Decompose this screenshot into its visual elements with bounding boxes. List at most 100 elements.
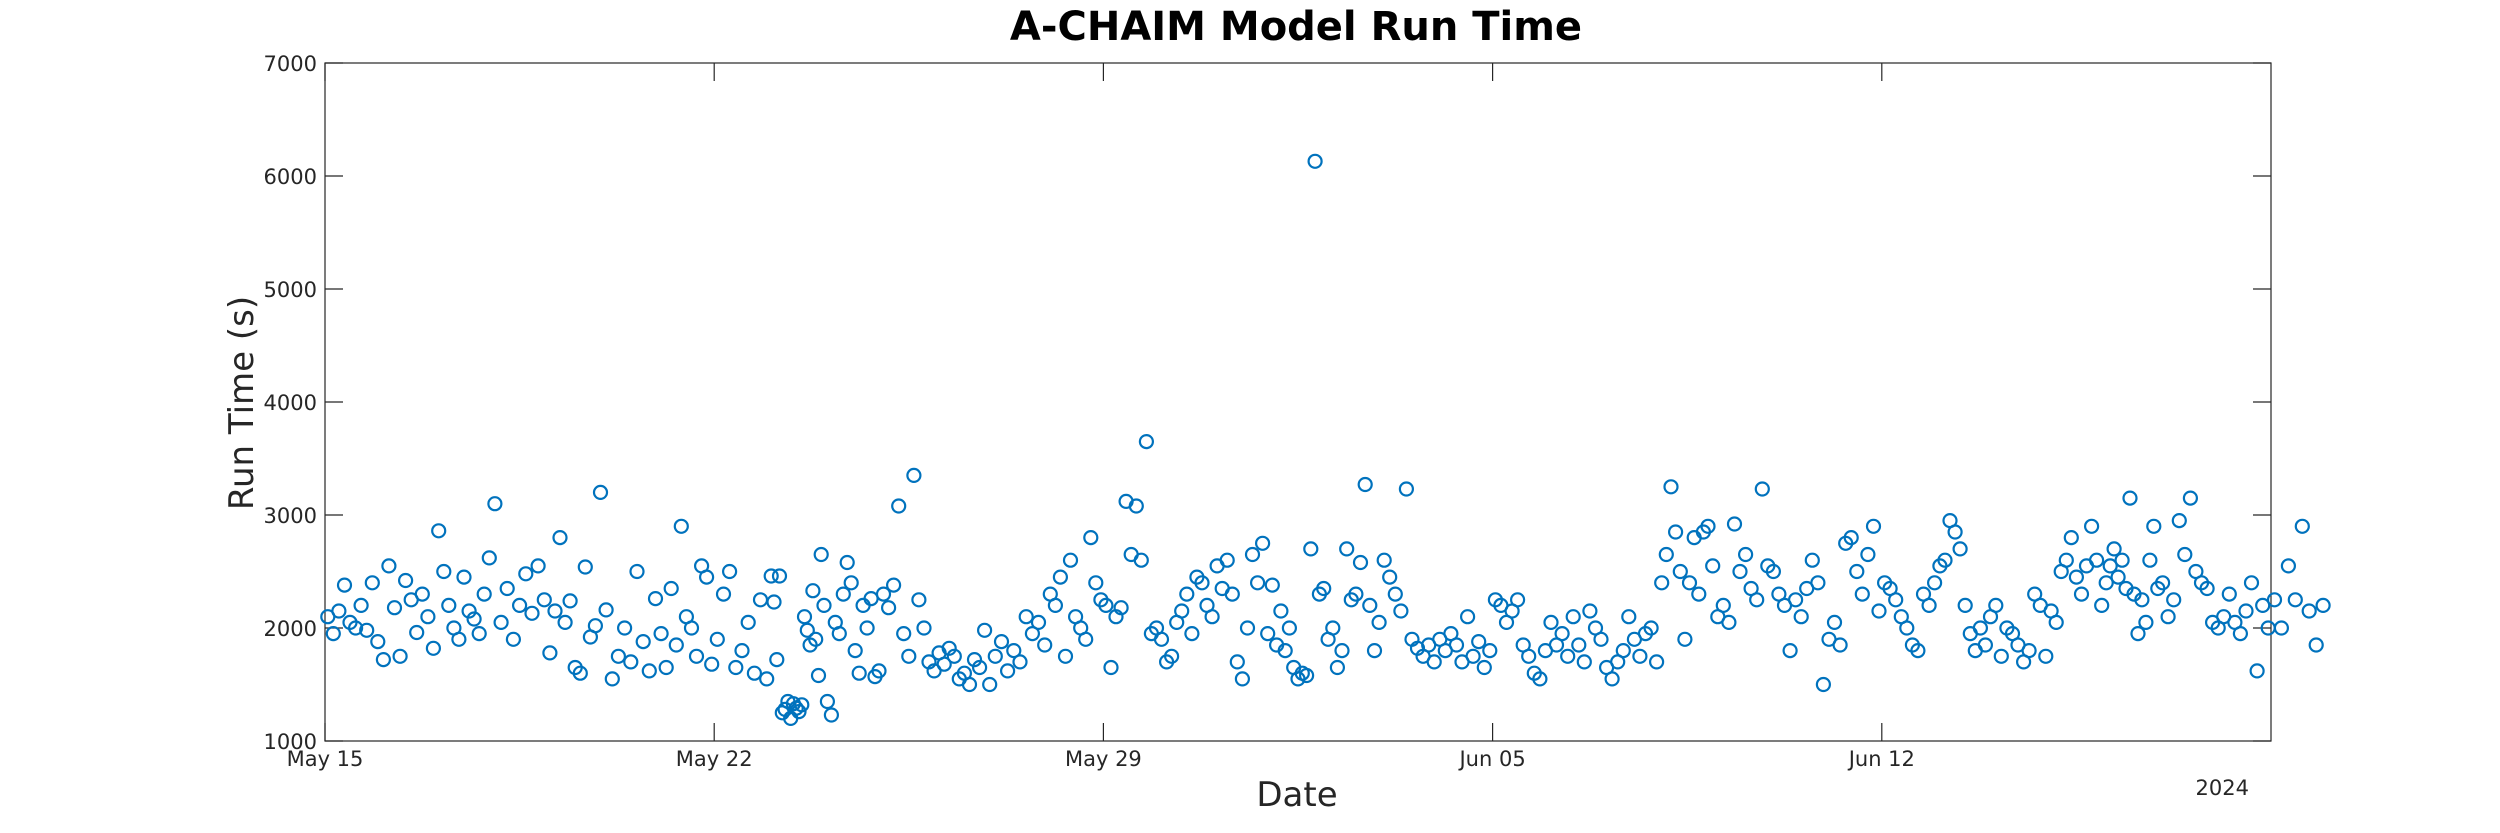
data-point (629, 563, 645, 580)
data-point (471, 625, 487, 642)
data-point (1448, 637, 1465, 653)
data-point (1782, 642, 1798, 659)
data-point (2280, 558, 2296, 574)
data-point (941, 640, 957, 656)
data-point (1663, 479, 1679, 495)
x-axis-year-label: 2024 (2196, 776, 2249, 800)
data-point (1174, 603, 1190, 619)
data-point (1334, 642, 1350, 659)
data-point (880, 600, 897, 616)
data-point (2089, 552, 2105, 568)
data-point (1732, 563, 1748, 580)
data-point (2106, 541, 2122, 557)
data-point (1382, 569, 1398, 585)
data-point (1249, 575, 1266, 591)
data-point (2038, 648, 2054, 664)
data-point (1012, 654, 1028, 670)
data-point (1078, 631, 1094, 647)
data-point (2146, 518, 2162, 534)
data-point (709, 631, 725, 647)
data-point (2287, 592, 2303, 608)
data-point (557, 614, 573, 631)
data-point (1691, 586, 1707, 602)
data-point (1787, 592, 1804, 608)
data-point (796, 609, 813, 625)
data-point (1426, 654, 1442, 670)
data-point (1030, 614, 1047, 631)
data-point (1705, 558, 1721, 574)
data-point (572, 665, 588, 681)
data-point (1554, 625, 1570, 642)
data-point (794, 697, 810, 713)
data-point (1153, 631, 1170, 647)
data-point (863, 590, 879, 607)
data-point (1366, 642, 1383, 659)
data-point (2243, 575, 2260, 591)
data-point (641, 663, 657, 679)
data-point (1128, 498, 1144, 514)
data-point (353, 597, 369, 614)
data-point (808, 631, 824, 647)
data-point (1672, 563, 1688, 580)
data-point (1037, 637, 1053, 653)
data-point (823, 707, 840, 723)
data-point (542, 645, 558, 661)
y-tick-label: 7000 (264, 52, 317, 76)
data-point (1357, 476, 1373, 493)
data-point (436, 563, 452, 580)
data-point (2199, 580, 2215, 597)
data-point (759, 671, 775, 687)
plot-area (324, 62, 2272, 742)
data-point (1865, 518, 1882, 534)
data-point (740, 614, 756, 631)
data-point (831, 625, 847, 642)
data-point (1062, 552, 1079, 568)
data-point (859, 620, 875, 636)
data-point (2138, 614, 2154, 631)
data-point (481, 550, 497, 566)
data-point (1677, 631, 1693, 647)
data-point (2102, 558, 2118, 574)
data-point (847, 642, 863, 659)
data-point (819, 693, 836, 710)
data-point (623, 654, 639, 670)
data-point (2182, 490, 2198, 506)
data-point (1988, 597, 2004, 614)
data-point (451, 631, 467, 647)
data-point (456, 569, 472, 585)
data-point (1329, 659, 1346, 676)
data-point (635, 633, 651, 650)
data-point (936, 656, 952, 672)
data-point (926, 663, 942, 679)
data-point (763, 568, 779, 584)
data-point (414, 586, 430, 602)
data-point (2301, 603, 2317, 619)
data-point (2134, 592, 2150, 608)
data-point (511, 597, 528, 614)
data-point (1277, 642, 1293, 659)
data-point (1234, 671, 1251, 687)
data-point (961, 676, 978, 693)
data-point (987, 648, 1003, 664)
x-tick-label: May 15 (287, 747, 364, 771)
data-point (855, 597, 871, 614)
data-point (476, 586, 492, 602)
data-point (2308, 637, 2324, 653)
data-point (524, 605, 540, 621)
data-point (1926, 575, 1943, 591)
data-point (1521, 648, 1537, 664)
data-point (2122, 490, 2138, 506)
data-point (381, 558, 397, 574)
x-tick-label: Jun 12 (1847, 747, 1915, 771)
data-point (2160, 609, 2176, 625)
data-point (1815, 676, 1832, 693)
data-point (976, 622, 993, 638)
data-point (499, 580, 515, 597)
data-point (1871, 603, 1887, 619)
data-point (875, 586, 892, 602)
data-point (2130, 625, 2146, 642)
data-point (536, 592, 552, 608)
data-point (1471, 633, 1487, 650)
data-point (493, 614, 509, 631)
data-point (1952, 541, 1968, 557)
